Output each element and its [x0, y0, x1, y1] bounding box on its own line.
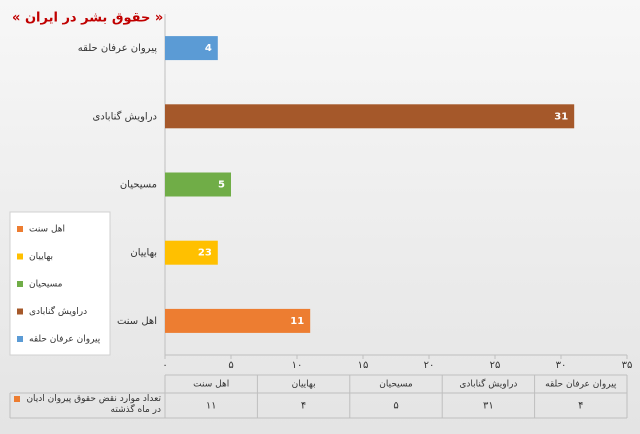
table-value: ۱۱: [206, 401, 217, 412]
table-value: ۵: [393, 401, 398, 412]
series-swatch: [14, 396, 20, 402]
legend-label: بهاییان: [29, 252, 53, 262]
bar: [165, 240, 218, 265]
table-value: ۳۱: [483, 401, 494, 412]
legend-swatch: [17, 336, 23, 342]
x-tick-label: ۱۵: [358, 360, 369, 371]
x-tick-label: ۱۰: [292, 360, 303, 371]
table-value: ۴: [578, 401, 583, 412]
table-header: پیروان عرفان حلقه: [545, 380, 617, 390]
bar: [165, 36, 218, 61]
y-tick-label: اهل سنت: [117, 316, 157, 327]
table-header: دراویش گنابادی: [459, 378, 517, 390]
y-tick-label: پیروان عرفان حلقه: [78, 43, 157, 54]
legend-label: دراویش گنابادی: [29, 305, 87, 317]
table-value: ۴: [301, 401, 306, 412]
bar: [165, 104, 575, 129]
x-tick-label: ۵: [228, 360, 233, 371]
x-tick-label: ۳۵: [622, 360, 633, 371]
x-tick-label: ۲۰: [424, 360, 435, 371]
bar: [165, 172, 231, 197]
legend-swatch: [17, 281, 23, 287]
table-header: مسیحیان: [379, 380, 413, 390]
x-tick-label: ۳۰: [556, 360, 567, 371]
table-header: بهاییان: [292, 380, 316, 390]
data-label: 31: [554, 111, 568, 122]
data-label: 11: [290, 316, 304, 327]
series-name: تعداد موارد نقض حقوق پیروان ادیان در ماه…: [26, 394, 161, 415]
y-tick-label: بهاییان: [130, 248, 157, 259]
table-header: اهل سنت: [193, 380, 229, 390]
legend-swatch: [17, 253, 23, 260]
bar: [165, 308, 311, 333]
legend-swatch: [17, 226, 23, 232]
y-tick-label: دراویش گنابادی: [92, 110, 157, 122]
series-name-box: تعداد موارد نقض حقوق پیروان ادیان در ماه…: [26, 394, 161, 415]
data-label: 5: [218, 180, 225, 191]
legend-label: مسیحیان: [29, 280, 63, 290]
y-tick-label: مسیحیان: [120, 180, 157, 191]
chart-title: « حقوق بشر در ایران »: [12, 11, 163, 26]
legend-label: پیروان عرفان حلقه: [29, 335, 101, 345]
legend-swatch: [17, 308, 23, 315]
legend-box: [9, 211, 111, 356]
legend-label: اهل سنت: [29, 225, 65, 235]
data-label: 4: [205, 43, 212, 54]
x-tick-label: ۰: [162, 360, 167, 371]
data-label: 23: [198, 248, 212, 259]
x-tick-label: ۲۵: [490, 360, 501, 371]
